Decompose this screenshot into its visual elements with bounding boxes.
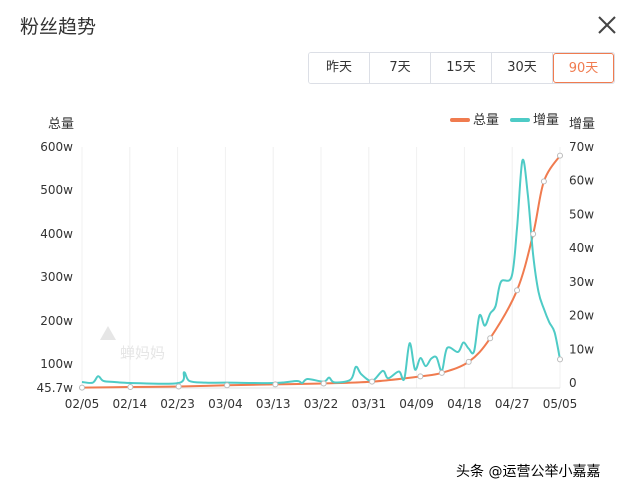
x-tick-label: 04/27 [495, 397, 530, 411]
left-y-tick-label: 500w [40, 183, 73, 197]
total-series-point [127, 383, 134, 390]
increment-series-line [81, 158, 561, 385]
x-tick-label: 02/14 [113, 397, 148, 411]
x-tick-label: 03/13 [256, 397, 291, 411]
total-series-point [417, 373, 424, 380]
right-y-tick-label: 50w [569, 207, 594, 221]
watermark-logo-icon [100, 326, 116, 340]
right-y-tick-label: 30w [569, 275, 594, 289]
range-tab-yesterday[interactable]: 昨天 [309, 53, 370, 83]
range-tab-15d[interactable]: 15天 [431, 53, 492, 83]
right-y-tick-label: 20w [569, 309, 594, 323]
left-y-tick-label: 45.7w [36, 381, 73, 395]
x-tick-label: 03/22 [304, 397, 339, 411]
right-y-tick-label: 40w [569, 241, 594, 255]
total-series-point [465, 358, 472, 365]
left-y-tick-label: 300w [40, 270, 73, 284]
range-tab-7d[interactable]: 7天 [370, 53, 431, 83]
left-y-tick-label: 400w [40, 227, 73, 241]
legend-label: 增量 [533, 113, 559, 128]
left-axis-title: 总量 [48, 117, 74, 132]
x-tick-label: 04/09 [399, 397, 434, 411]
range-selector: 昨天 7天 15天 30天 90天 [308, 52, 615, 84]
close-icon[interactable] [596, 14, 618, 36]
right-y-tick-label: 0 [569, 376, 577, 390]
total-series-point [487, 335, 494, 342]
x-tick-label: 03/04 [208, 397, 243, 411]
fan-trend-chart: 02/05 02/14 02/23 03/04 03/13 03/22 03/31 04/09… [0, 100, 640, 420]
left-y-tick-label: 600w [40, 140, 73, 154]
increment-series-point [557, 356, 563, 363]
panel-title: 粉丝趋势 [20, 16, 97, 38]
total-series-point [438, 369, 445, 376]
total-series-point [514, 287, 521, 294]
x-tick-label: 02/23 [160, 397, 195, 411]
x-tick-label: 05/05 [543, 397, 578, 411]
x-tick-label: 03/31 [352, 397, 387, 411]
total-series-point [320, 380, 327, 387]
right-y-tick-label: 10w [569, 342, 594, 356]
left-y-tick-label: 100w [40, 357, 73, 371]
legend-label: 总量 [473, 113, 499, 128]
range-tab-90d[interactable]: 90天 [553, 53, 614, 83]
total-series-point [369, 378, 376, 385]
total-series-point [175, 383, 182, 390]
total-series-point [224, 382, 231, 389]
total-series-point [79, 384, 85, 391]
range-tab-30d[interactable]: 30天 [492, 53, 553, 83]
total-series-point [540, 178, 547, 185]
total-series-point [272, 381, 279, 388]
left-y-tick-label: 200w [40, 314, 73, 328]
total-series-point [557, 152, 563, 159]
right-y-tick-label: 60w [569, 174, 594, 188]
right-y-tick-label: 70w [569, 140, 594, 154]
chart-svg: 02/05 02/14 02/23 03/04 03/13 03/22 03/31 04/09… [36, 113, 595, 411]
total-series-point [530, 231, 537, 237]
footer-watermark: 头条 @运营公举小嘉嘉 [456, 464, 601, 480]
x-tick-label: 02/05 [65, 397, 100, 411]
x-tick-label: 04/18 [447, 397, 482, 411]
right-axis-title: 增量 [569, 117, 595, 132]
chart-watermark: 蝉妈妈 [120, 344, 165, 362]
